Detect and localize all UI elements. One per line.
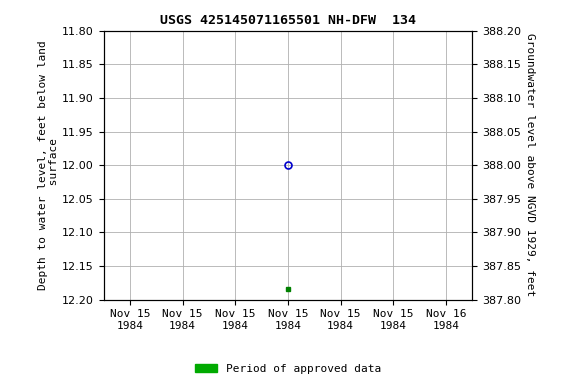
Y-axis label: Depth to water level, feet below land
 surface: Depth to water level, feet below land su…	[37, 40, 59, 290]
Legend: Period of approved data: Period of approved data	[191, 359, 385, 379]
Title: USGS 425145071165501 NH-DFW  134: USGS 425145071165501 NH-DFW 134	[160, 14, 416, 27]
Y-axis label: Groundwater level above NGVD 1929, feet: Groundwater level above NGVD 1929, feet	[525, 33, 535, 297]
